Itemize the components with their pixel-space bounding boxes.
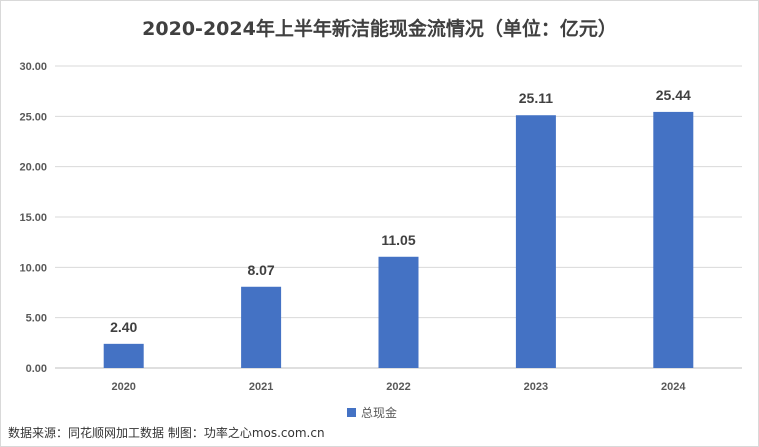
y-tick-label: 10.00 xyxy=(19,262,47,274)
data-label: 11.05 xyxy=(381,232,415,248)
data-label: 25.11 xyxy=(519,90,553,106)
data-label: 25.44 xyxy=(656,87,691,103)
bar xyxy=(241,286,282,368)
legend: 总现金 xyxy=(347,404,397,421)
bar xyxy=(378,256,419,368)
x-tick-label: 2020 xyxy=(111,381,135,393)
y-tick-label: 0.00 xyxy=(26,363,47,375)
source-note: 数据来源：同花顺网加工数据 制图：功率之心mos.com.cn xyxy=(8,426,325,440)
y-tick-label: 30.00 xyxy=(19,61,47,73)
data-label: 8.07 xyxy=(247,262,274,278)
y-tick-label: 5.00 xyxy=(26,313,47,325)
x-tick-label: 2021 xyxy=(249,381,273,393)
x-tick-label: 2022 xyxy=(386,381,410,393)
y-tick-label: 25.00 xyxy=(19,111,47,123)
legend-swatch xyxy=(347,408,356,417)
bar xyxy=(103,343,144,368)
x-tick-label: 2024 xyxy=(661,381,686,393)
legend-label: 总现金 xyxy=(361,406,398,420)
x-tick-label: 2023 xyxy=(524,381,548,393)
bar xyxy=(515,115,556,368)
bar xyxy=(653,111,694,369)
y-tick-label: 15.00 xyxy=(19,212,47,224)
chart-title: 2020-2024年上半年新洁能现金流情况（单位：亿元） xyxy=(142,18,617,40)
y-tick-label: 20.00 xyxy=(19,162,47,174)
data-label: 2.40 xyxy=(110,319,137,335)
